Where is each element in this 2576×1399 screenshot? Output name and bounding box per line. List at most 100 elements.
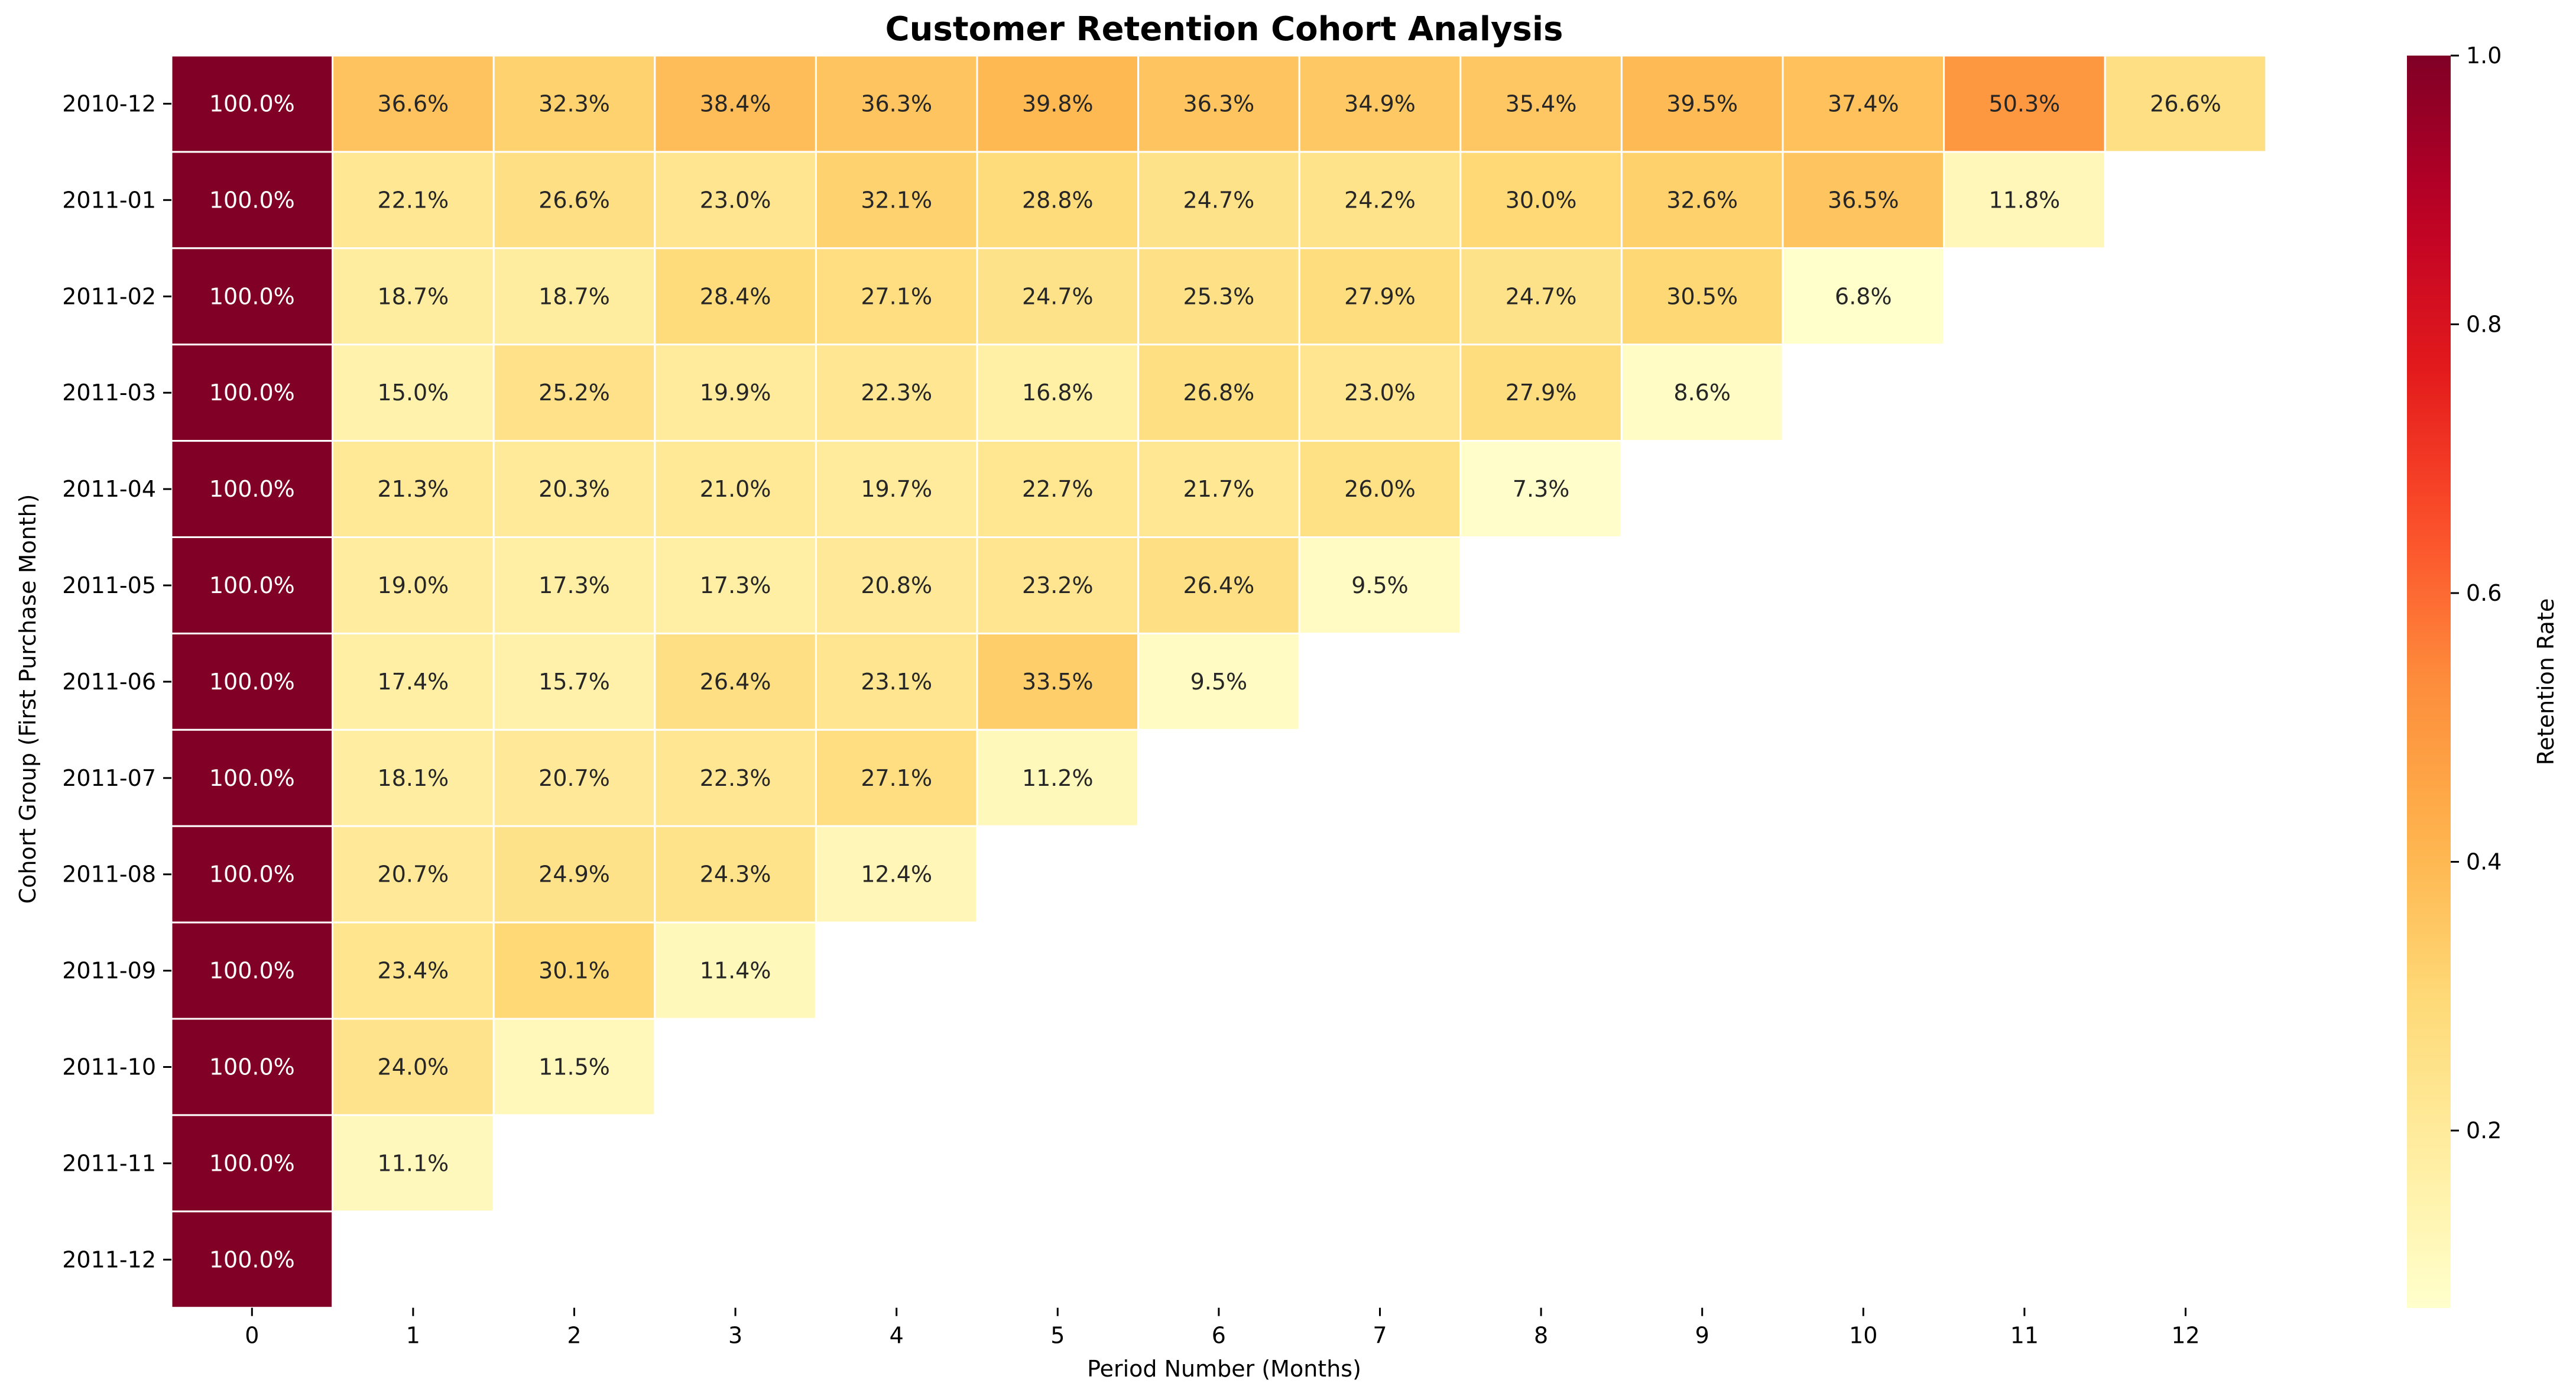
cell-value-label: 24.7% [1506, 283, 1577, 309]
heatmap-cell [815, 632, 978, 731]
y-tick-label: 2011-12 [62, 1246, 156, 1272]
y-tick-label: 2011-08 [62, 862, 156, 888]
cell-value-label: 11.4% [700, 958, 771, 984]
cell-value-label: 27.9% [1344, 283, 1416, 309]
y-tick-label: 2011-10 [62, 1054, 156, 1080]
cell-value-label: 33.5% [1022, 669, 1094, 695]
cell-value-label: 38.4% [700, 90, 771, 116]
cell-value-label: 100.0% [209, 669, 295, 695]
colorbar-ticks: 0.2 0.4 0.6 0.8 1.0 [2451, 43, 2502, 1144]
heatmap-cell [492, 536, 656, 634]
cell-value-label: 39.5% [1666, 90, 1738, 116]
colorbar-tick-label: 0.4 [2466, 849, 2502, 875]
colorbar-label: Retention Rate [2533, 598, 2559, 765]
x-axis-ticks: 0 1 2 3 4 5 6 7 8 9 10 11 12 [245, 1307, 2200, 1349]
heatmap-cell [815, 825, 978, 924]
cell-value-label: 8.6% [1673, 380, 1731, 406]
x-tick-label: 3 [728, 1323, 742, 1349]
heatmap-cell [815, 247, 978, 346]
cell-value-label: 100.0% [209, 572, 295, 598]
cell-value-label: 100.0% [209, 476, 295, 502]
cell-value-label: 28.8% [1022, 187, 1094, 213]
cell-value-label: 100.0% [209, 187, 295, 213]
cell-value-label: 11.2% [1022, 765, 1094, 791]
heatmap-cell [1137, 632, 1300, 731]
x-tick-label: 4 [890, 1323, 904, 1349]
cell-value-label: 24.7% [1183, 187, 1255, 213]
colorbar-tick-label: 1.0 [2466, 43, 2502, 69]
y-tick-label: 2011-06 [62, 669, 156, 695]
heatmap-cell [170, 151, 334, 250]
cell-value-label: 100.0% [209, 1150, 295, 1176]
cell-value-label: 25.2% [538, 380, 610, 406]
colorbar-scale [2407, 56, 2451, 1308]
cell-value-label: 36.3% [861, 90, 932, 116]
cell-value-label: 30.1% [538, 958, 610, 984]
heatmap-cell [1459, 151, 1623, 250]
heatmap-cell [654, 151, 817, 250]
heatmap-cell [815, 344, 978, 442]
cell-value-label: 25.3% [1183, 283, 1255, 309]
x-tick-label: 6 [1212, 1323, 1226, 1349]
heatmap-cell [976, 632, 1140, 731]
colorbar-tick-label: 0.6 [2466, 580, 2502, 606]
heatmap-cell [1298, 344, 1462, 442]
cell-value-label: 32.1% [861, 187, 932, 213]
heatmap-cell [332, 151, 495, 250]
heatmap-cell [1459, 54, 1623, 153]
cell-value-label: 7.3% [1513, 476, 1570, 502]
cell-value-label: 20.3% [538, 476, 610, 502]
cell-value-label: 18.7% [538, 283, 610, 309]
cell-value-label: 20.7% [538, 765, 610, 791]
heatmap-cell [170, 632, 334, 731]
heatmap-cell [654, 825, 817, 924]
heatmap-cell [332, 825, 495, 924]
cell-value-label: 30.5% [1666, 283, 1738, 309]
cell-value-label: 21.0% [700, 476, 771, 502]
cell-value-label: 26.6% [2150, 90, 2221, 116]
cell-value-label: 12.4% [861, 862, 932, 888]
heatmap-cell [976, 247, 1140, 346]
cell-value-label: 22.3% [700, 765, 771, 791]
heatmap-cell [492, 440, 656, 538]
cell-value-label: 11.1% [378, 1150, 449, 1176]
y-tick-label: 2011-11 [62, 1150, 156, 1176]
heatmap-cell [170, 1018, 334, 1116]
heatmap-cell [976, 440, 1140, 538]
heatmap-cell [1782, 151, 1945, 250]
heatmap-cell [170, 1210, 334, 1309]
cell-value-label: 24.0% [378, 1054, 449, 1080]
y-axis-label: Cohort Group (First Purchase Month) [15, 494, 41, 904]
cell-value-label: 100.0% [209, 380, 295, 406]
heatmap-cell-labels: 100.0% 36.6% 32.3% 38.4% 36.3% 39.8% 36.3% 34.9… [209, 90, 2221, 1272]
y-tick-label: 2011-02 [62, 283, 156, 309]
cell-value-label: 11.8% [1989, 187, 2061, 213]
heatmap-cell [976, 728, 1140, 827]
heatmap-cell [1137, 151, 1300, 250]
cell-value-label: 36.3% [1183, 90, 1255, 116]
cell-value-label: 27.1% [861, 765, 932, 791]
cell-value-label: 26.0% [1344, 476, 1416, 502]
heatmap-cell [332, 344, 495, 442]
y-tick-label: 2011-07 [62, 765, 156, 791]
heatmap-cell [492, 728, 656, 827]
y-axis-ticks: 2010-12 2011-01 2011-02 2011-03 2011-04 2011-… [62, 90, 171, 1272]
cell-value-label: 26.6% [538, 187, 610, 213]
cell-value-label: 37.4% [1828, 90, 1899, 116]
heatmap-cell [1459, 344, 1623, 442]
cell-value-label: 100.0% [209, 1246, 295, 1272]
heatmap-cell [654, 921, 817, 1020]
cell-value-label: 34.9% [1344, 90, 1416, 116]
heatmap-cell [815, 440, 978, 538]
heatmap-cell [1620, 247, 1784, 346]
x-tick-label: 8 [1534, 1323, 1548, 1349]
heatmap-cell [1137, 54, 1300, 153]
x-tick-label: 11 [2010, 1323, 2039, 1349]
cell-value-label: 30.0% [1506, 187, 1577, 213]
cell-value-label: 21.7% [1183, 476, 1255, 502]
cell-value-label: 27.1% [861, 283, 932, 309]
y-tick-label: 2011-09 [62, 958, 156, 984]
heatmap-cell [332, 632, 495, 731]
cell-value-label: 19.9% [700, 380, 771, 406]
cell-value-label: 100.0% [209, 958, 295, 984]
